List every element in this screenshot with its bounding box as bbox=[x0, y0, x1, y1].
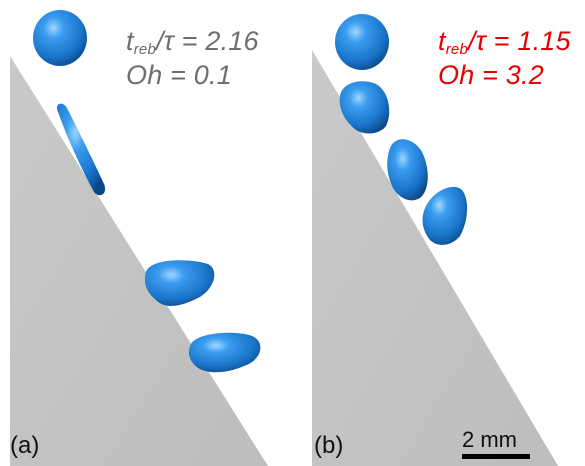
droplet-deformed-3 bbox=[423, 187, 468, 245]
ohnesorge-number-b: Oh = 3.2 bbox=[438, 60, 544, 90]
droplet-sphere bbox=[33, 10, 87, 66]
panel-label-b: (b) bbox=[314, 432, 343, 460]
ohnesorge-number-a: Oh = 0.1 bbox=[126, 60, 232, 90]
panel-a: treb/τ = 2.16 Oh = 0.1 (a) bbox=[0, 0, 300, 466]
scale-bar bbox=[462, 454, 530, 459]
inclined-surface bbox=[10, 56, 268, 466]
droplet-sphere bbox=[335, 14, 389, 70]
panel-b: treb/τ = 1.15 Oh = 3.2 (b) 2 mm bbox=[300, 0, 585, 466]
droplet-flattened-1 bbox=[145, 260, 214, 306]
scale-bar-label: 2 mm bbox=[462, 427, 517, 453]
droplet-flattened-2 bbox=[189, 333, 261, 372]
panel-label-a: (a) bbox=[10, 432, 39, 460]
